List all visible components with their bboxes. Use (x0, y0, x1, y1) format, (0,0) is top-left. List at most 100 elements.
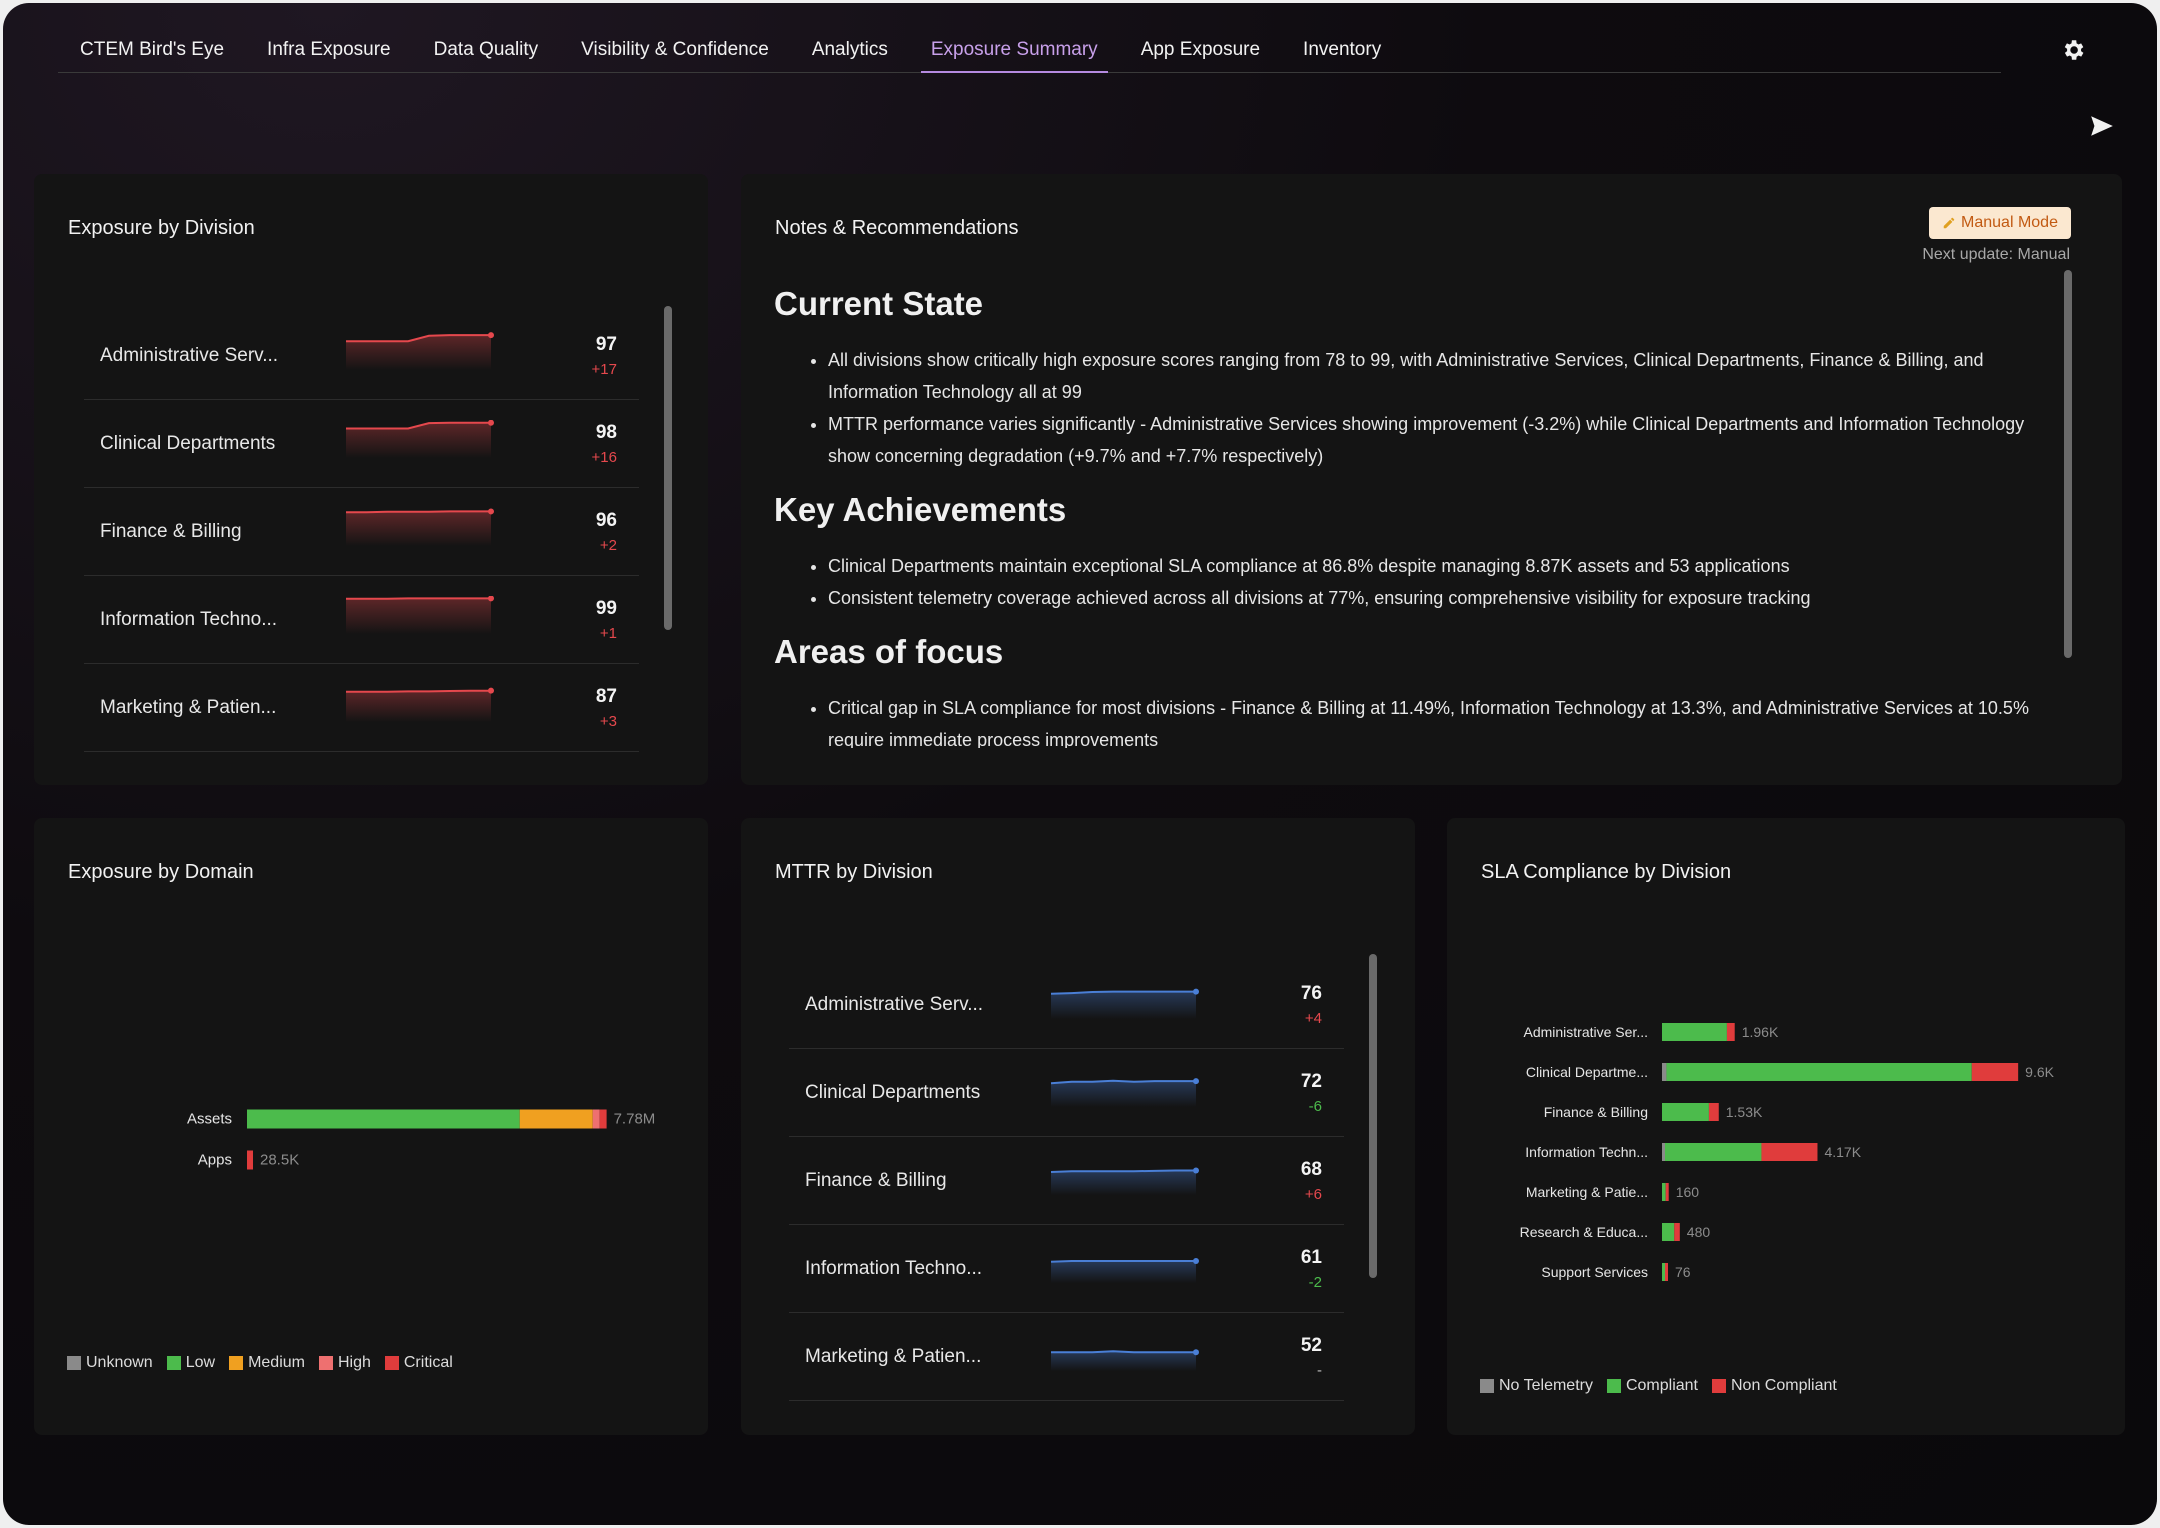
panel-title: Exposure by Domain (68, 861, 254, 883)
sparkline-end (1193, 1258, 1199, 1265)
list-row[interactable]: Information Techno... 61 -2 (789, 1225, 1344, 1313)
legend-label: Non Compliant (1731, 1377, 1837, 1394)
row-name: Marketing & Patien... (100, 697, 277, 718)
nav-tab[interactable]: App Exposure (1140, 39, 1261, 60)
bar-total-label: 1.53K (1726, 1104, 1763, 1120)
row-value: 72 (1300, 1071, 1322, 1092)
legend-swatch (1712, 1379, 1726, 1393)
sparkline-area (346, 690, 491, 722)
bar-segment (1665, 1143, 1762, 1161)
legend-label: Low (185, 1354, 216, 1371)
bar-total-label: 28.5K (260, 1152, 299, 1169)
sparkline-end (488, 508, 494, 515)
bar-total-label: 9.6K (2025, 1064, 2054, 1080)
sparkline (1050, 1167, 1199, 1195)
list-row[interactable]: Marketing & Patien... 52 - (789, 1313, 1344, 1401)
category-label: Marketing & Patie... (1526, 1184, 1648, 1200)
list-row[interactable]: Finance & Billing 68 +6 (789, 1137, 1344, 1225)
row-name: Information Techno... (100, 609, 278, 630)
bar-segment (1666, 1063, 1972, 1081)
panel: SLA Compliance by Division Administrative… (1447, 818, 2125, 1435)
legend-label: Medium (248, 1354, 305, 1371)
sparkline-line (346, 421, 491, 430)
sparkline-end (488, 687, 494, 694)
bar-segment (1662, 1063, 1667, 1081)
bar-total-label: 480 (1687, 1224, 1711, 1240)
sparkline-line (1050, 1079, 1196, 1085)
row-delta: -6 (1308, 1098, 1322, 1115)
nav-tab[interactable]: Visibility & Confidence (581, 39, 769, 60)
bar-total-label: 1.96K (1742, 1024, 1779, 1040)
pencil-icon (1943, 217, 1955, 229)
row-name: Finance & Billing (100, 521, 242, 542)
bar-segment (1665, 1183, 1669, 1201)
row-delta: +2 (599, 537, 617, 554)
scrollbar[interactable] (2064, 270, 2072, 658)
nav-tab[interactable]: Data Quality (433, 39, 539, 60)
list-row[interactable]: Finance & Billing 96 +2 (84, 488, 639, 576)
nav-tab[interactable]: Inventory (1303, 39, 1382, 60)
legend-item: Medium (229, 1354, 305, 1372)
sparkline-area (346, 335, 491, 370)
row-value: 98 (595, 422, 617, 443)
panel: MTTR by Division Administrative Serv... 7… (741, 818, 1415, 1435)
sparkline-end (1193, 1078, 1199, 1085)
app-frame: CTEM Bird's Eye Infra Exposure Data Qualit… (3, 3, 2157, 1525)
row-delta: +17 (591, 361, 617, 378)
legend-label: Unknown (86, 1354, 153, 1371)
nav-tab[interactable]: Exposure Summary (920, 38, 1108, 73)
bar-segment (1761, 1143, 1818, 1161)
row-value: 97 (595, 334, 617, 355)
row-name: Clinical Departments (100, 433, 276, 454)
bullet: Consistent telemetry coverage achieved a… (828, 582, 2046, 614)
legend-item: No Telemetry (1480, 1377, 1593, 1395)
list-row[interactable]: Administrative Serv... 97 +17 (84, 312, 639, 400)
row-value: 96 (595, 510, 617, 531)
legend-swatch (229, 1356, 244, 1370)
list-row[interactable]: Marketing & Patien... 87 +3 (84, 664, 639, 752)
list-row[interactable]: Administrative Serv... 76 +4 (789, 961, 1344, 1049)
bar-segment (1726, 1023, 1735, 1041)
category-label: Research & Educa... (1520, 1224, 1648, 1240)
bar-segment (1665, 1263, 1668, 1281)
sparkline-end (488, 332, 494, 339)
sparkline-line (346, 510, 491, 514)
row-delta: - (1317, 1362, 1322, 1379)
row-name: Finance & Billing (805, 1170, 947, 1191)
sparkline-area (1051, 1351, 1196, 1371)
mode-badge[interactable]: Manual Mode (1929, 207, 2071, 239)
sparkline-area (1051, 1170, 1196, 1195)
nav-tab[interactable]: Analytics (811, 39, 888, 60)
settings-icon[interactable] (2060, 37, 2086, 63)
sparkline-line (1050, 1260, 1196, 1263)
row-delta: +4 (1304, 1010, 1322, 1027)
row-name: Administrative Serv... (100, 345, 279, 366)
sparkline (1050, 1078, 1199, 1107)
send-icon[interactable] (2089, 113, 2115, 139)
nav-tab[interactable]: CTEM Bird's Eye (80, 39, 225, 60)
scrollbar[interactable] (664, 306, 672, 630)
bullet: MTTR performance varies significantly - … (828, 408, 2046, 472)
nav-tab[interactable]: Infra Exposure (267, 39, 391, 60)
bar-total-label: 4.17K (1824, 1144, 1861, 1160)
bar-total-label: 160 (1676, 1184, 1700, 1200)
sparkline-end (488, 596, 494, 602)
sparkline (1050, 988, 1199, 1019)
row-name: Marketing & Patien... (805, 1346, 982, 1367)
list-row[interactable]: Information Techno... 99 +1 (84, 576, 639, 664)
list-row[interactable]: Clinical Departments 98 +16 (84, 400, 639, 488)
legend-item: Low (166, 1354, 216, 1372)
sparkline-line (1050, 990, 1196, 995)
legend-item: High (318, 1354, 371, 1372)
sparkline-line (346, 334, 491, 343)
bar-segment (1662, 1263, 1665, 1281)
section-heading: Current State (774, 285, 984, 322)
bar-segment (247, 1109, 520, 1129)
scrollbar[interactable] (1369, 954, 1377, 1278)
legend-item: Unknown (67, 1354, 153, 1372)
sparkline-area (346, 422, 491, 458)
bar-segment (1662, 1023, 1727, 1041)
section-heading: Areas of focus (774, 633, 1004, 670)
list-row[interactable]: Clinical Departments 72 -6 (789, 1049, 1344, 1137)
category-label: Administrative Ser... (1524, 1024, 1649, 1040)
